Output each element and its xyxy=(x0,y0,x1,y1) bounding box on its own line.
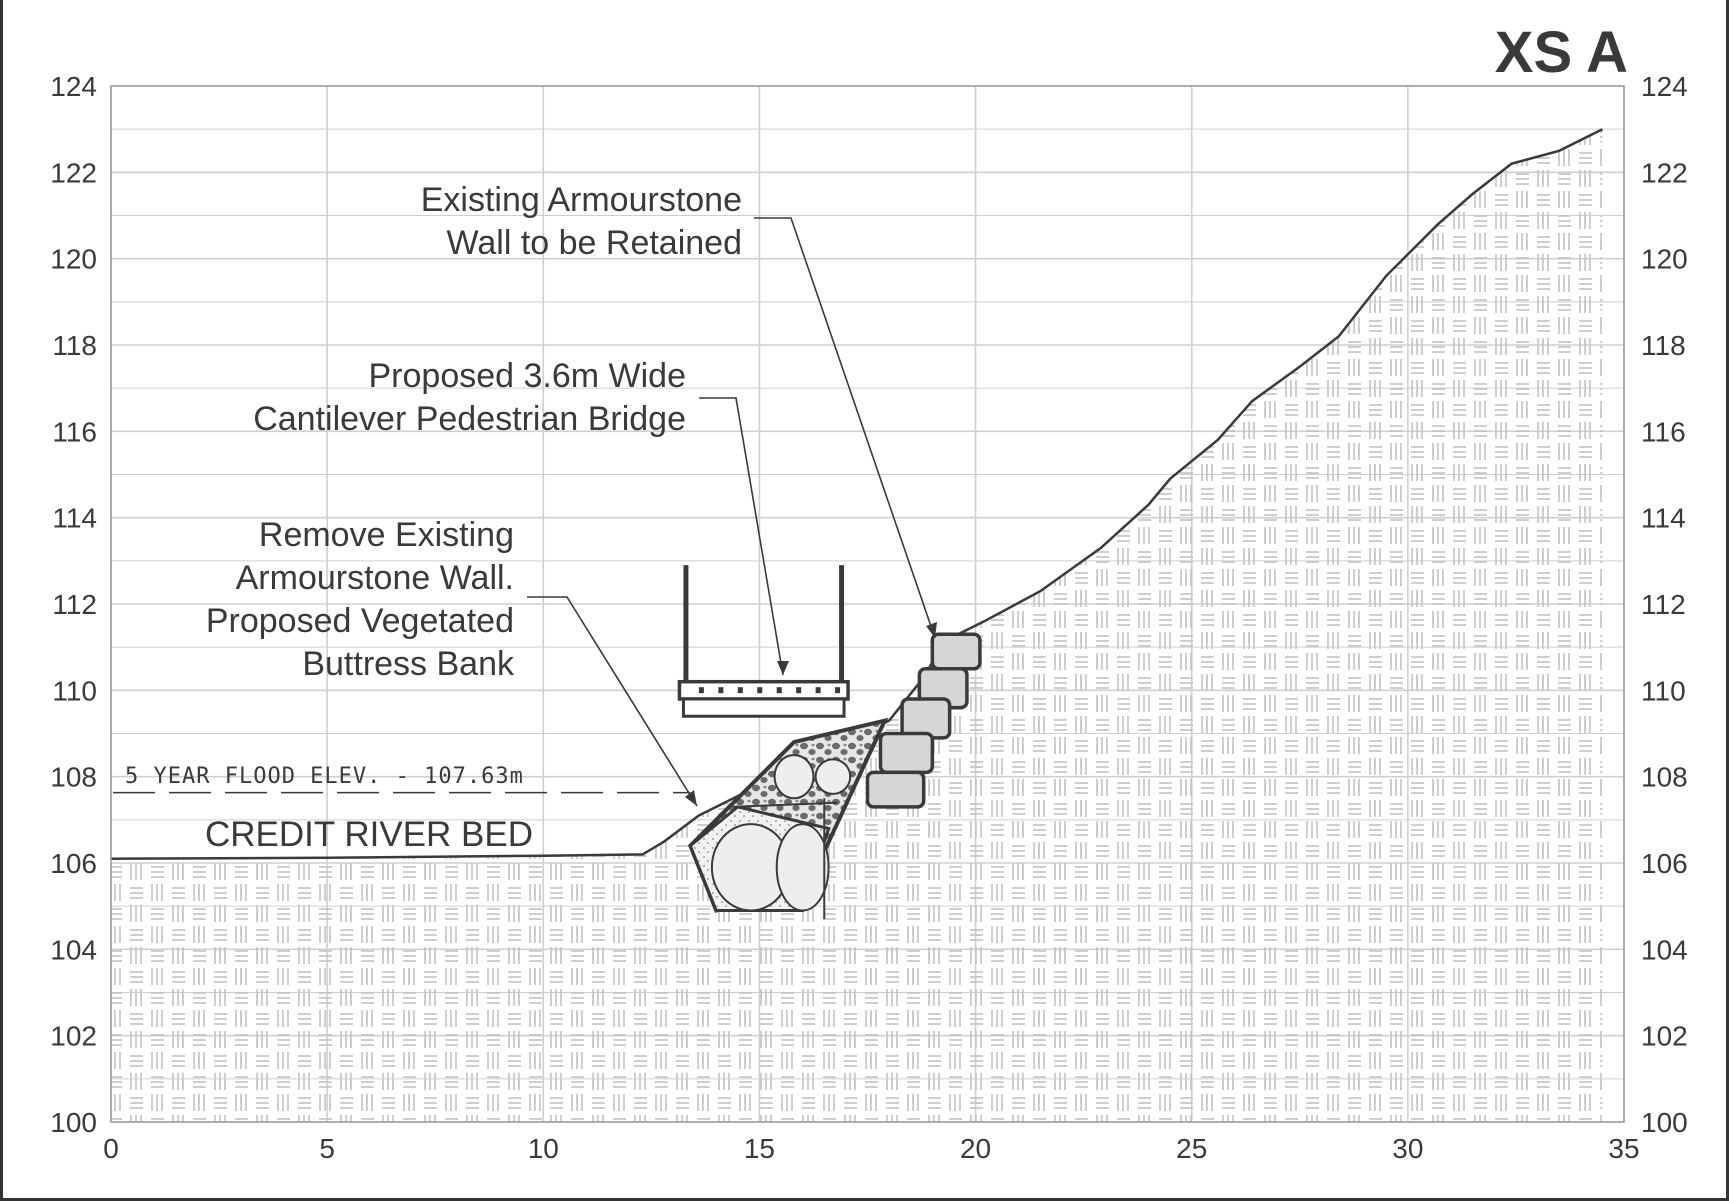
y-tick-label-right: 108 xyxy=(1641,762,1688,793)
bridge-leader xyxy=(699,397,784,676)
y-tick-label-left: 102 xyxy=(50,1021,97,1052)
existing-wall-leader-arrow xyxy=(926,622,937,638)
y-tick-label-left: 108 xyxy=(50,762,97,793)
y-tick-label-left: 114 xyxy=(52,503,97,534)
bridge-deck-slot xyxy=(718,687,724,694)
x-tick-label: 25 xyxy=(1176,1133,1207,1164)
bridge-deck-slot xyxy=(796,687,802,694)
bridge-deck-slot xyxy=(835,687,841,694)
y-tick-label-right: 114 xyxy=(1641,503,1686,534)
armourstone-block xyxy=(930,632,982,671)
pedestrian-bridge xyxy=(677,565,850,718)
armourstone-block xyxy=(865,770,926,809)
soil-fill xyxy=(111,129,1603,1122)
y-tick-label-left: 124 xyxy=(50,71,97,102)
existing-wall-label-line1: Existing Armourstone xyxy=(421,181,742,219)
y-tick-label-right: 112 xyxy=(1641,589,1686,620)
x-tick-label: 15 xyxy=(744,1133,775,1164)
callout-leaders xyxy=(527,217,937,807)
buttress-leader-arrow xyxy=(685,790,697,806)
y-tick-label-left: 106 xyxy=(50,848,97,879)
y-tick-label-left: 120 xyxy=(50,244,97,275)
y-tick-label-right: 118 xyxy=(1641,330,1686,361)
buttress-label-line3: Proposed Vegetated xyxy=(206,602,514,640)
bridge-deck xyxy=(677,679,850,701)
x-tick-label: 30 xyxy=(1392,1133,1423,1164)
x-tick-label: 0 xyxy=(103,1133,119,1164)
y-tick-label-right: 104 xyxy=(1641,934,1688,965)
x-axis: 0 5 10 15 20 25 30 35 xyxy=(103,1133,1639,1164)
river-bed-label: CREDIT RIVER BED xyxy=(205,815,533,854)
armourstone-block xyxy=(878,731,935,775)
y-tick-label-left: 118 xyxy=(52,330,97,361)
y-tick-label-right: 100 xyxy=(1641,1107,1688,1138)
y-tick-label-left: 110 xyxy=(52,675,97,706)
y-tick-label-right: 116 xyxy=(1641,416,1686,447)
x-tick-label: 5 xyxy=(319,1133,335,1164)
buttress-boulder xyxy=(814,758,852,795)
vegetated-buttress-bank xyxy=(687,717,889,920)
x-tick-label: 35 xyxy=(1608,1133,1639,1164)
y-tick-label-right: 122 xyxy=(1641,157,1688,188)
y-tick-label-right: 120 xyxy=(1641,244,1688,275)
x-tick-label: 20 xyxy=(960,1133,991,1164)
bridge-girder xyxy=(681,697,846,718)
y-axis-left: 100 102 104 106 108 110 112 114 116 118 120 122 124 xyxy=(50,71,97,1138)
buttress-leader xyxy=(527,596,698,807)
buttress-label-line1: Remove Existing xyxy=(259,516,514,554)
bridge-label-line2: Cantilever Pedestrian Bridge xyxy=(253,400,686,438)
y-tick-label-right: 102 xyxy=(1641,1021,1688,1052)
plot-border xyxy=(110,85,1625,1123)
armourstone-wall xyxy=(865,632,982,809)
buttress-label-line2: Armourstone Wall. xyxy=(236,559,514,597)
y-tick-label-left: 112 xyxy=(52,589,97,620)
y-tick-label-right: 124 xyxy=(1641,71,1688,102)
y-axis-right: 100 102 104 106 108 110 112 114 116 118 120 122 124 xyxy=(1641,71,1688,1138)
buttress-layer-line xyxy=(733,801,838,808)
bridge-leader-arrow xyxy=(777,661,789,675)
x-tick-label: 10 xyxy=(528,1133,559,1164)
bridge-deck-slot xyxy=(776,687,782,694)
existing-wall-label-line2: Wall to be Retained xyxy=(447,224,742,262)
y-tick-label-left: 100 xyxy=(50,1107,97,1138)
buttress-boulder xyxy=(775,823,830,912)
section-title: XS A xyxy=(1495,20,1628,85)
bridge-deck-slot xyxy=(698,687,704,694)
y-tick-label-left: 116 xyxy=(52,416,97,447)
bridge-deck-slot xyxy=(757,687,763,694)
flood-elevation-label: 5 YEAR FLOOD ELEV. - 107.63m xyxy=(125,764,524,789)
ground-profile-line xyxy=(110,128,1603,860)
bridge-label-line1: Proposed 3.6m Wide xyxy=(369,357,687,395)
bridge-deck-slot xyxy=(737,687,743,694)
y-tick-label-right: 110 xyxy=(1641,675,1686,706)
y-tick-label-right: 106 xyxy=(1641,848,1688,879)
buttress-boulder xyxy=(773,754,815,800)
bridge-deck-slot xyxy=(815,687,821,694)
y-tick-label-left: 104 xyxy=(50,934,97,965)
y-tick-label-left: 122 xyxy=(50,157,97,188)
existing-wall-leader xyxy=(754,217,936,639)
buttress-label-line4: Buttress Bank xyxy=(302,645,515,683)
